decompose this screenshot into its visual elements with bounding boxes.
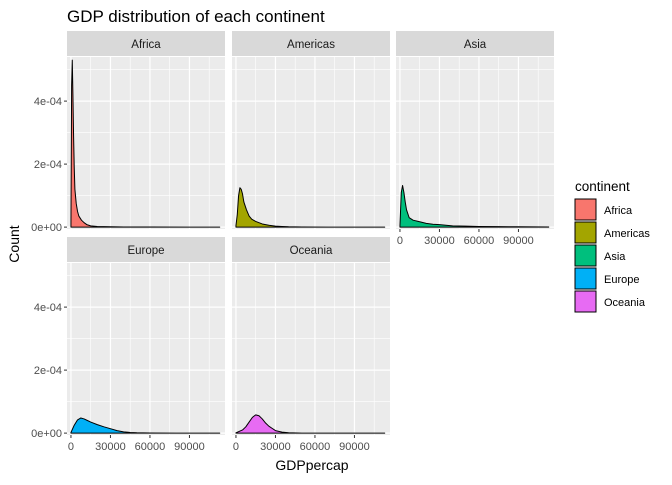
density-area-africa	[70, 59, 221, 228]
y-tick-label: 2e-04	[34, 159, 62, 171]
facet-panel-americas: Americas	[232, 31, 390, 229]
legend-label: Europe	[604, 274, 639, 286]
facet-strip	[232, 237, 390, 262]
panel-background	[396, 57, 554, 229]
legend-item-americas: Americas	[574, 221, 650, 244]
x-tick-label: 30000	[260, 441, 291, 453]
x-tick-label: 90000	[339, 441, 370, 453]
density-area-oceania	[235, 414, 386, 434]
x-tick-label: 0	[233, 441, 239, 453]
legend: continent Africa Americas Asia Europe Oceani…	[574, 179, 650, 313]
facet-panel-asia: Asia 0 30000 60000 90000	[396, 31, 554, 247]
legend-item-africa: Africa	[574, 198, 633, 221]
x-tick-label: 0	[397, 235, 403, 247]
density-area-europe	[70, 417, 221, 434]
y-tick-label: 4e-04	[34, 96, 62, 108]
legend-swatch	[574, 221, 597, 244]
x-tick-label: 30000	[424, 235, 455, 247]
x-tick-label: 90000	[174, 441, 205, 453]
facet-strip-label: Americas	[287, 39, 335, 51]
legend-swatch	[574, 198, 597, 221]
density-area-americas	[235, 187, 386, 228]
legend-title: continent	[575, 179, 630, 194]
x-tick-label: 90000	[503, 235, 534, 247]
x-tick-label: 0	[68, 441, 74, 453]
y-tick-label: 0e+00	[31, 222, 62, 234]
panels-layer: Africa 0e+00 2e-04 4e-04 Americas Asia 0 30000 6…	[31, 31, 554, 453]
facet-strip-label: Asia	[464, 39, 487, 51]
x-axis-label: GDPpercap	[275, 457, 348, 473]
facet-strip	[232, 31, 390, 56]
facet-strip-label: Europe	[127, 245, 164, 257]
legend-label: Americas	[604, 228, 650, 240]
y-tick-label: 4e-04	[34, 302, 62, 314]
y-tick-label: 2e-04	[34, 365, 62, 377]
legend-item-europe: Europe	[574, 267, 639, 290]
y-tick-label: 0e+00	[31, 428, 62, 440]
legend-label: Oceania	[604, 297, 646, 309]
legend-swatch	[574, 290, 597, 313]
facet-strip	[67, 31, 225, 56]
facet-strip-label: Oceania	[290, 245, 333, 257]
legend-label: Africa	[604, 205, 633, 217]
panel-background	[67, 263, 225, 435]
y-axis-label: Count	[6, 225, 22, 262]
panel-background	[67, 57, 225, 229]
legend-item-asia: Asia	[574, 244, 626, 267]
legend-swatch	[574, 267, 597, 290]
chart-title: GDP distribution of each continent	[67, 7, 325, 26]
x-tick-label: 30000	[95, 441, 126, 453]
legend-item-oceania: Oceania	[574, 290, 646, 313]
density-area-asia	[399, 185, 550, 228]
facet-strip	[396, 31, 554, 56]
panel-background	[232, 57, 390, 229]
facet-strip	[67, 237, 225, 262]
x-tick-label: 60000	[300, 441, 331, 453]
x-tick-label: 60000	[135, 441, 166, 453]
panel-background	[232, 263, 390, 435]
facet-panel-oceania: Oceania 0 30000 60000 90000	[232, 237, 390, 453]
legend-swatch	[574, 244, 597, 267]
facet-panel-europe: Europe 0e+00 2e-04 4e-04 0 30000 60000 90000	[31, 237, 225, 453]
facet-panel-africa: Africa 0e+00 2e-04 4e-04	[31, 31, 225, 234]
x-tick-label: 60000	[464, 235, 495, 247]
legend-label: Asia	[604, 251, 626, 263]
facet-strip-label: Africa	[131, 39, 161, 51]
